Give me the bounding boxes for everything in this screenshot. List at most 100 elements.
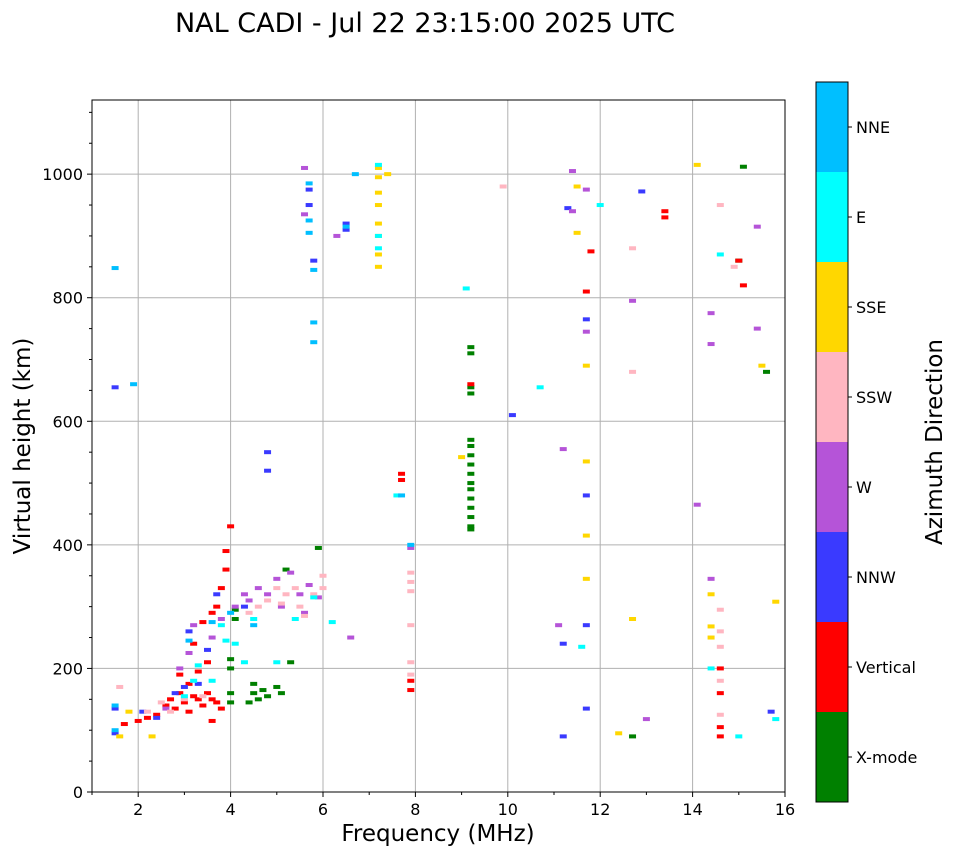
echo-point	[273, 576, 281, 581]
echo-point	[231, 641, 239, 646]
echo-point	[217, 617, 225, 621]
echo-point	[204, 691, 211, 696]
colorbar-segment	[816, 352, 848, 442]
echo-point	[559, 734, 567, 739]
echo-point	[180, 700, 188, 705]
echo-point	[254, 697, 262, 702]
echo-point	[254, 604, 262, 609]
echo-point	[310, 595, 318, 600]
echo-point	[629, 734, 637, 739]
echo-point	[111, 731, 119, 736]
echo-point	[190, 641, 198, 646]
echo-point	[467, 487, 475, 492]
echo-point	[564, 206, 572, 211]
echo-point	[153, 715, 161, 720]
echo-point	[162, 706, 170, 711]
echo-point	[555, 623, 563, 628]
x-tick-label: 12	[590, 800, 610, 819]
echo-point	[374, 246, 382, 251]
colorbar-title: Azimuth Direction	[922, 339, 948, 545]
echo-point	[767, 709, 775, 714]
echo-point	[319, 586, 327, 591]
series-x-mode	[227, 164, 771, 739]
echo-point	[199, 694, 207, 699]
echo-point	[758, 363, 766, 368]
echo-point	[277, 604, 285, 609]
echo-point	[716, 203, 724, 208]
echo-point	[222, 567, 230, 572]
echo-point	[301, 212, 309, 217]
echo-point	[467, 524, 475, 529]
echo-point	[707, 624, 715, 629]
y-tick-label: 400	[52, 536, 83, 555]
echo-point	[582, 329, 590, 334]
echo-point	[194, 663, 202, 668]
echo-point	[467, 453, 475, 458]
echo-point	[305, 187, 313, 192]
x-tick-label: 2	[133, 800, 143, 819]
echo-point	[707, 592, 715, 597]
colorbar-label: NNW	[856, 568, 896, 587]
echo-point	[310, 258, 318, 263]
echo-point	[264, 694, 272, 699]
echo-point	[143, 715, 151, 720]
echo-point	[467, 345, 475, 350]
echo-point	[227, 524, 235, 529]
echo-point	[573, 230, 581, 235]
echo-point	[240, 592, 248, 597]
echo-point	[467, 515, 475, 520]
echo-point	[582, 289, 590, 294]
colorbar-segment	[816, 172, 848, 262]
echo-point	[374, 175, 382, 180]
echo-point	[190, 623, 198, 628]
echo-point	[305, 203, 313, 208]
echo-point	[231, 604, 239, 609]
echo-point	[116, 734, 124, 739]
echo-point	[148, 734, 156, 739]
echo-point	[393, 493, 401, 498]
echo-point	[287, 570, 295, 575]
echo-point	[264, 450, 272, 455]
echo-point	[568, 209, 576, 214]
echo-point	[120, 722, 128, 727]
echo-point	[328, 620, 336, 625]
x-tick-label: 8	[410, 800, 420, 819]
echo-point	[176, 666, 184, 671]
echo-point	[629, 246, 637, 251]
echo-point	[180, 694, 188, 699]
echo-point	[716, 678, 724, 683]
echo-point	[245, 598, 253, 603]
echo-point	[167, 709, 175, 714]
echo-point	[407, 545, 415, 550]
echo-point	[310, 320, 318, 325]
echo-point	[204, 647, 211, 652]
echo-point	[342, 224, 350, 229]
echo-point	[227, 700, 235, 705]
echo-point	[629, 617, 637, 621]
series-nne	[111, 172, 415, 733]
echo-point	[772, 599, 780, 604]
echo-point	[185, 629, 193, 634]
echo-point	[458, 455, 466, 460]
echo-point	[277, 601, 285, 606]
echo-point	[407, 623, 415, 628]
echo-point	[716, 644, 724, 649]
echo-point	[143, 709, 151, 714]
echo-point	[661, 209, 669, 214]
echo-point	[763, 369, 771, 374]
echo-point	[716, 734, 724, 739]
echo-point	[568, 169, 576, 174]
echo-point	[753, 326, 761, 331]
grid-lines	[92, 100, 786, 793]
colorbar-segment	[816, 622, 848, 712]
echo-point	[716, 725, 724, 730]
echo-point	[573, 184, 581, 189]
echo-point	[227, 657, 235, 662]
echo-point	[296, 592, 304, 597]
echo-point	[462, 286, 470, 291]
colorbar-label: Vertical	[856, 658, 916, 677]
echo-point	[467, 527, 475, 532]
echo-point	[176, 691, 184, 696]
echo-point	[167, 697, 175, 702]
echo-point	[116, 684, 124, 689]
